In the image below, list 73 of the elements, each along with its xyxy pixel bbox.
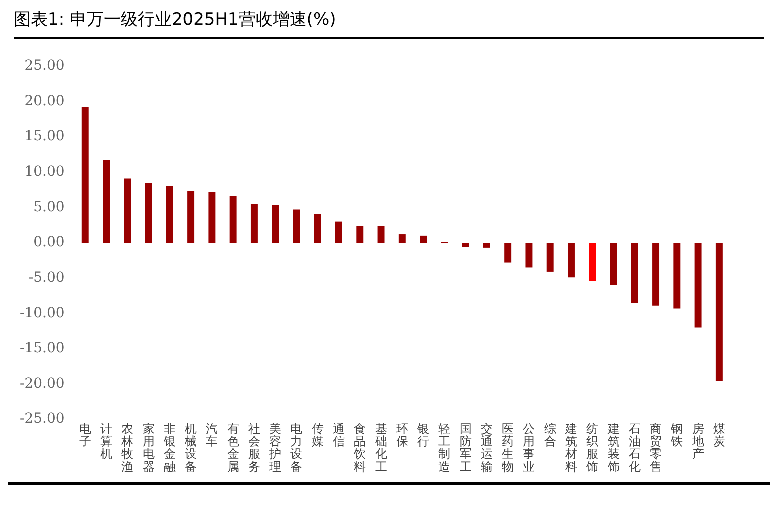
bar — [589, 243, 596, 282]
bar — [293, 210, 300, 243]
x-tick-label: 轻工制造 — [438, 422, 451, 474]
y-tick-label: 15.00 — [24, 128, 65, 145]
bar — [420, 236, 428, 243]
bar — [462, 243, 470, 248]
x-tick-label: 农林牧渔 — [120, 422, 134, 474]
x-tick-label: 国防军工 — [460, 422, 472, 474]
x-tick-label: 通信 — [333, 422, 345, 449]
x-tick-label: 石油石化 — [628, 422, 641, 474]
x-tick-label: 电力设备 — [290, 422, 303, 474]
x-tick-label: 机械设备 — [185, 422, 198, 474]
bar — [230, 196, 237, 243]
y-tick-label: 10.00 — [24, 164, 65, 180]
x-tick-label: 美容护理 — [268, 422, 282, 474]
x-tick-label: 建筑材料 — [564, 422, 578, 474]
bar — [208, 192, 216, 243]
bar — [716, 243, 723, 382]
x-tick-label: 商贸零售 — [650, 422, 662, 474]
y-tick-label: -15.00 — [20, 340, 65, 357]
bar — [103, 160, 110, 243]
bar — [631, 243, 638, 304]
x-tick-label: 银行 — [416, 422, 430, 449]
x-tick-label: 基础化工 — [374, 422, 388, 474]
y-tick-label: 20.00 — [24, 93, 65, 110]
bar — [610, 243, 618, 286]
bar — [166, 186, 174, 243]
bar — [652, 243, 660, 306]
x-tick-label: 环保 — [396, 422, 408, 449]
x-tick-label: 非银金融 — [162, 422, 176, 474]
x-tick-label: 计算机 — [100, 422, 113, 462]
x-tick-label: 医药生物 — [502, 422, 514, 474]
bar — [398, 234, 406, 243]
bar — [568, 243, 575, 278]
x-tick-label: 社会服务 — [248, 422, 260, 474]
x-tick-label: 交通运输 — [480, 422, 493, 474]
bar — [336, 222, 342, 243]
bar — [674, 243, 681, 309]
x-tick-label: 电子 — [79, 422, 92, 449]
bar — [546, 243, 554, 272]
bar — [483, 243, 490, 248]
bar — [250, 204, 258, 243]
bar — [145, 182, 152, 243]
bar — [82, 107, 89, 243]
y-tick-label: -25.00 — [20, 411, 65, 428]
y-tick-label: -10.00 — [20, 305, 65, 322]
bar — [314, 214, 322, 243]
x-tick-label: 纺织服饰 — [586, 422, 599, 474]
chart-title: 图表1: 申万一级行业2025H1营收增速(%) — [14, 8, 764, 39]
y-tick-label: 5.00 — [34, 199, 65, 216]
y-tick-label: 25.00 — [24, 58, 65, 74]
bar — [694, 243, 702, 328]
bar — [272, 206, 280, 243]
x-tick-label: 有色金属 — [227, 422, 240, 474]
x-tick-label: 房地产 — [691, 422, 704, 462]
x-tick-label: 家用电器 — [142, 422, 155, 474]
x-tick-label: 传媒 — [312, 422, 324, 449]
x-tick-label: 煤炭 — [713, 422, 726, 449]
bar — [188, 191, 195, 243]
x-tick-label: 公用事业 — [523, 422, 536, 474]
bar — [504, 243, 512, 263]
x-tick-label: 建筑装饰 — [606, 422, 620, 474]
bar — [526, 243, 533, 268]
x-tick-label: 汽车 — [206, 422, 218, 449]
y-tick-label: -20.00 — [20, 376, 65, 392]
bar — [356, 226, 364, 243]
x-tick-label: 钢铁 — [670, 422, 684, 449]
y-tick-label: -5.00 — [28, 270, 65, 286]
x-tick-label: 综合 — [544, 422, 556, 449]
bar — [124, 178, 132, 243]
bar — [378, 226, 385, 243]
y-tick-label: 0.00 — [34, 234, 65, 251]
x-tick-label: 食品饮料 — [353, 422, 366, 474]
